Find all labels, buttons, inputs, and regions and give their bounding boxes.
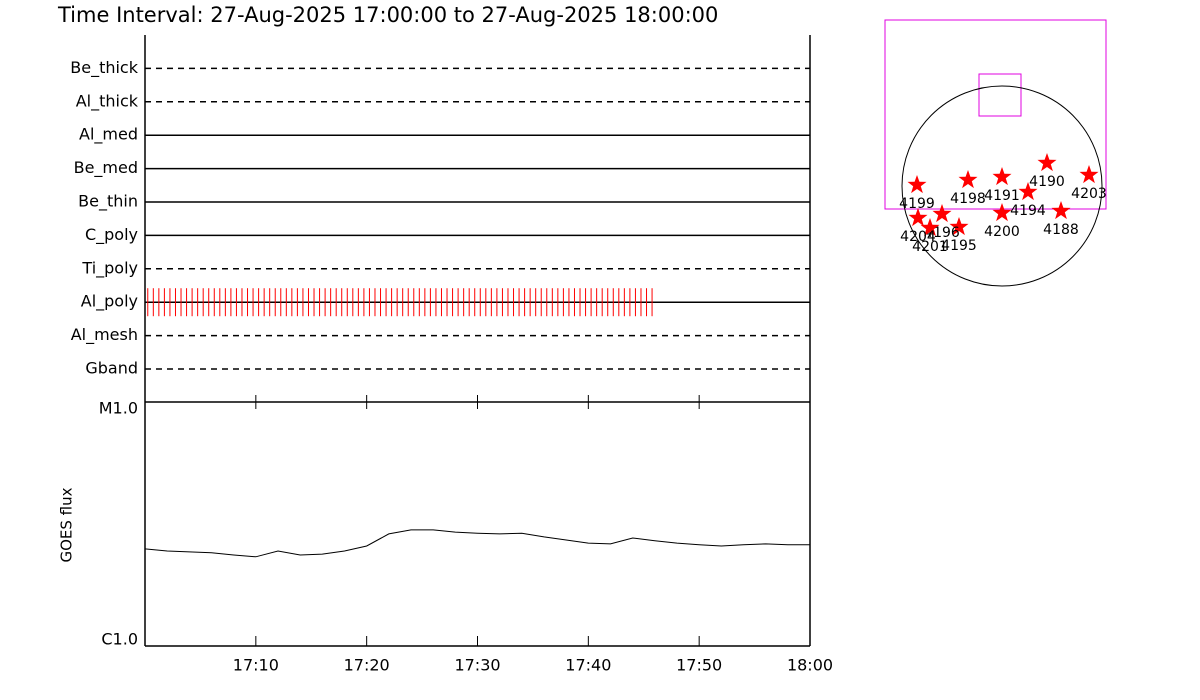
y-tick-label: M1.0 (99, 399, 138, 418)
region-star (1037, 153, 1057, 172)
row-label: Be_thin (78, 192, 138, 212)
region-star (992, 203, 1012, 222)
x-tick-label: 17:40 (565, 656, 611, 675)
region-label: 4188 (1043, 222, 1079, 238)
region-label: 4195 (941, 238, 977, 254)
region-label: 4201 (912, 239, 948, 255)
fov-box-large (884, 19, 1107, 210)
region-label: 4190 (1029, 174, 1065, 190)
row-label: Al_thick (76, 91, 139, 111)
y-tick-label: C1.0 (101, 630, 138, 649)
region-label: 4199 (899, 196, 935, 212)
x-tick-label: 17:30 (454, 656, 500, 675)
row-label: Gband (85, 359, 138, 378)
row-label: Al_mesh (71, 325, 138, 345)
row-label: Ti_poly (81, 258, 138, 278)
region-star (949, 217, 969, 236)
region-label: 4204 (900, 229, 936, 245)
region-star (1051, 201, 1071, 220)
row-label: Al_poly (81, 292, 138, 312)
region-star (958, 170, 978, 189)
chart-title: Time Interval: 27-Aug-2025 17:00:00 to 2… (57, 3, 718, 27)
region-star (908, 208, 928, 227)
x-tick-label: 17:50 (676, 656, 722, 675)
row-label: Be_thick (70, 58, 138, 78)
region-star (920, 218, 940, 237)
region-label: 4203 (1071, 186, 1107, 202)
x-tick-label: 17:20 (344, 656, 390, 675)
row-label: Be_med (74, 158, 138, 178)
region-star (1018, 182, 1038, 201)
region-label: 4200 (984, 224, 1020, 240)
goes-curve (144, 529, 810, 558)
region-star (932, 204, 952, 223)
solar-disk (901, 85, 1103, 287)
region-label: 4198 (950, 191, 986, 207)
x-tick-label: 18:00 (787, 656, 833, 675)
x-tick-label: 17:10 (233, 656, 279, 675)
y-axis-title: GOES flux (58, 487, 76, 562)
fov-box-small (978, 73, 1022, 117)
row-label: Al_med (79, 125, 138, 145)
region-label: 4191 (984, 188, 1020, 204)
region-star (907, 175, 927, 194)
row-label: C_poly (85, 225, 138, 245)
region-star (992, 167, 1012, 186)
region-label: 4194 (1010, 203, 1046, 219)
region-star (1079, 165, 1099, 184)
